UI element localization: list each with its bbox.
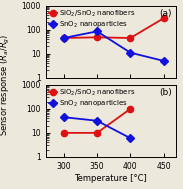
Line: SnO$_2$ nanoparticles: SnO$_2$ nanoparticles <box>61 29 167 64</box>
SiO$_2$/SnO$_2$ nanofibers <box>129 37 131 39</box>
Line: SiO$_2$/SnO$_2$ nanofibers: SiO$_2$/SnO$_2$ nanofibers <box>61 106 133 136</box>
SnO$_2$ nanoparticles <box>163 60 165 62</box>
SnO$_2$ nanoparticles <box>63 37 65 39</box>
SnO$_2$ nanoparticles <box>96 30 98 33</box>
Text: (a): (a) <box>159 9 172 18</box>
Line: SiO$_2$/SnO$_2$ nanofibers: SiO$_2$/SnO$_2$ nanofibers <box>61 15 167 41</box>
SiO$_2$/SnO$_2$ nanofibers <box>163 17 165 19</box>
Text: Sensor response ($R_a$/$R_g$): Sensor response ($R_a$/$R_g$) <box>0 34 12 136</box>
SnO$_2$ nanoparticles <box>63 116 65 118</box>
SiO$_2$/SnO$_2$ nanofibers <box>63 37 65 39</box>
SiO$_2$/SnO$_2$ nanofibers <box>96 36 98 38</box>
SnO$_2$ nanoparticles <box>129 137 131 139</box>
SiO$_2$/SnO$_2$ nanofibers <box>63 132 65 134</box>
SnO$_2$ nanoparticles <box>96 120 98 122</box>
Text: (b): (b) <box>159 88 172 97</box>
Legend: SiO$_2$/SnO$_2$ nanofibers, SnO$_2$ nanoparticles: SiO$_2$/SnO$_2$ nanofibers, SnO$_2$ nano… <box>47 7 137 31</box>
SiO$_2$/SnO$_2$ nanofibers <box>129 108 131 110</box>
X-axis label: Temperature [°C]: Temperature [°C] <box>74 174 147 183</box>
SiO$_2$/SnO$_2$ nanofibers <box>96 132 98 134</box>
Line: SnO$_2$ nanoparticles: SnO$_2$ nanoparticles <box>61 114 133 141</box>
SnO$_2$ nanoparticles <box>129 52 131 54</box>
Legend: SiO$_2$/SnO$_2$ nanofibers, SnO$_2$ nanoparticles: SiO$_2$/SnO$_2$ nanofibers, SnO$_2$ nano… <box>47 86 137 110</box>
